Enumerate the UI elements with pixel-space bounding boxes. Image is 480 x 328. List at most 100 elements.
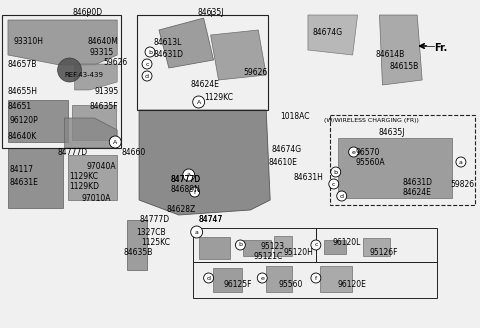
Text: 84117: 84117 — [10, 165, 34, 174]
Text: 84651: 84651 — [8, 102, 32, 111]
Text: 84777D: 84777D — [58, 148, 88, 157]
Text: 84635F: 84635F — [89, 102, 118, 111]
Text: 1129KC: 1129KC — [70, 172, 98, 181]
Text: 84624E: 84624E — [402, 188, 431, 197]
Text: c: c — [145, 62, 149, 67]
Text: 96120E: 96120E — [338, 280, 367, 289]
Circle shape — [337, 191, 347, 201]
Text: 84631E: 84631E — [10, 178, 39, 187]
Circle shape — [204, 273, 214, 283]
Text: 84657B: 84657B — [8, 60, 37, 69]
Text: 84690D: 84690D — [72, 8, 102, 17]
Text: 84631D: 84631D — [154, 50, 184, 59]
Text: 93310H: 93310H — [14, 37, 44, 46]
Bar — [324, 240, 346, 254]
Text: Fr.: Fr. — [434, 43, 447, 53]
Text: 96120L: 96120L — [333, 238, 361, 247]
Text: 84655H: 84655H — [8, 87, 38, 96]
Text: 84660: 84660 — [121, 148, 145, 157]
Bar — [213, 268, 242, 292]
Text: a: a — [195, 230, 199, 235]
Text: 95121C: 95121C — [253, 252, 283, 261]
Text: 95120H: 95120H — [283, 248, 313, 257]
Circle shape — [145, 47, 155, 57]
Text: 84631H: 84631H — [293, 173, 323, 182]
Polygon shape — [159, 18, 214, 68]
Text: d: d — [340, 194, 344, 198]
Bar — [243, 240, 271, 256]
Text: 84631D: 84631D — [402, 178, 432, 187]
Bar — [316, 228, 437, 262]
Text: f: f — [193, 190, 196, 195]
Circle shape — [142, 59, 152, 69]
Circle shape — [109, 136, 121, 148]
Text: 84777D: 84777D — [171, 175, 201, 184]
Text: d: d — [206, 276, 211, 280]
Text: e: e — [352, 150, 356, 154]
Circle shape — [235, 240, 245, 250]
Text: 91395: 91395 — [95, 87, 119, 96]
Text: 84624E: 84624E — [191, 80, 219, 89]
Bar — [338, 138, 452, 198]
Text: 84777D: 84777D — [139, 215, 169, 224]
Circle shape — [456, 157, 466, 167]
Text: 93315: 93315 — [89, 48, 114, 57]
Circle shape — [192, 96, 204, 108]
Text: b: b — [148, 50, 152, 54]
Text: d: d — [145, 73, 149, 78]
Bar — [274, 236, 292, 256]
Polygon shape — [74, 64, 117, 90]
Text: 84674G: 84674G — [271, 145, 301, 154]
Text: b: b — [239, 242, 242, 248]
Bar — [320, 266, 352, 292]
Text: A: A — [196, 99, 201, 105]
Text: 95560: 95560 — [278, 280, 302, 289]
Text: 95123: 95123 — [260, 242, 284, 251]
Text: 84635J: 84635J — [197, 8, 224, 17]
Text: 84610E: 84610E — [268, 158, 297, 167]
Polygon shape — [8, 20, 117, 65]
Text: 96125F: 96125F — [224, 280, 252, 289]
Circle shape — [58, 58, 82, 82]
Text: 1129KD: 1129KD — [70, 182, 99, 191]
Bar — [199, 237, 230, 259]
Circle shape — [331, 167, 341, 177]
Text: (W/WIRELESS CHARGING (FR)): (W/WIRELESS CHARGING (FR)) — [324, 118, 419, 123]
Polygon shape — [211, 30, 266, 80]
Bar — [68, 155, 117, 200]
Text: 1125KC: 1125KC — [141, 238, 170, 247]
Circle shape — [190, 187, 200, 197]
Bar — [137, 15, 268, 110]
Text: 59826: 59826 — [450, 180, 474, 189]
Circle shape — [329, 179, 339, 189]
Bar — [192, 262, 437, 298]
Bar — [8, 148, 62, 208]
Text: 59626: 59626 — [103, 58, 128, 67]
Text: b: b — [334, 170, 338, 174]
Text: e: e — [260, 276, 264, 280]
Bar — [72, 105, 116, 140]
Text: REF.43-439: REF.43-439 — [65, 72, 104, 78]
Text: 84614B: 84614B — [375, 50, 405, 59]
Text: 84635B: 84635B — [123, 248, 153, 257]
Circle shape — [191, 226, 203, 238]
Bar — [8, 100, 68, 142]
Text: 84674G: 84674G — [313, 28, 343, 37]
Text: 95560A: 95560A — [356, 158, 385, 167]
Text: c: c — [332, 181, 336, 187]
Text: f: f — [315, 276, 317, 280]
Polygon shape — [139, 110, 270, 215]
Text: 1129KC: 1129KC — [204, 93, 234, 102]
Text: A: A — [113, 139, 117, 145]
Text: 84747: 84747 — [199, 215, 223, 224]
Text: 59626: 59626 — [243, 68, 268, 77]
Bar — [362, 238, 390, 256]
Text: 84689N: 84689N — [171, 185, 201, 194]
Circle shape — [311, 273, 321, 283]
Polygon shape — [380, 15, 422, 85]
Text: 84777D: 84777D — [171, 175, 201, 184]
Circle shape — [142, 71, 152, 81]
Text: 84615B: 84615B — [389, 62, 419, 71]
Text: 84640M: 84640M — [87, 37, 118, 46]
Bar — [2, 15, 121, 148]
